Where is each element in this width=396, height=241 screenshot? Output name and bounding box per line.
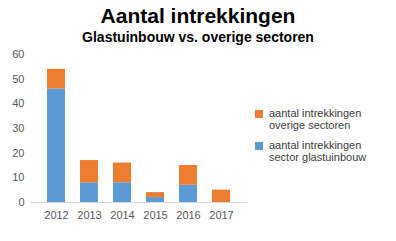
svg-text:10: 10 xyxy=(12,171,24,183)
svg-text:2013: 2013 xyxy=(77,209,101,221)
svg-text:60: 60 xyxy=(12,48,24,60)
svg-text:30: 30 xyxy=(12,122,24,134)
svg-text:20: 20 xyxy=(12,147,24,159)
html-text:aantal intrekkingen overige se: aantal intrekkingen overige sectoren xyxy=(269,107,362,131)
html-text:Aantal intrekkingen: Aantal intrekkingen xyxy=(100,4,296,27)
svg-text:2014: 2014 xyxy=(110,209,134,221)
svg-text:2015: 2015 xyxy=(143,209,167,221)
svg-text:2016: 2016 xyxy=(176,209,200,221)
svg-text:2012: 2012 xyxy=(44,209,68,221)
svg-text:2017: 2017 xyxy=(209,209,233,221)
svg-text:40: 40 xyxy=(12,97,24,109)
svg-text:50: 50 xyxy=(12,73,24,85)
html-text:aantal intrekkingen sector gla: aantal intrekkingen sector glastuinbouw xyxy=(269,139,367,163)
html-text:Glastuinbouw vs. overige secto: Glastuinbouw vs. overige sectoren xyxy=(82,29,314,45)
svg-text:0: 0 xyxy=(18,196,24,208)
